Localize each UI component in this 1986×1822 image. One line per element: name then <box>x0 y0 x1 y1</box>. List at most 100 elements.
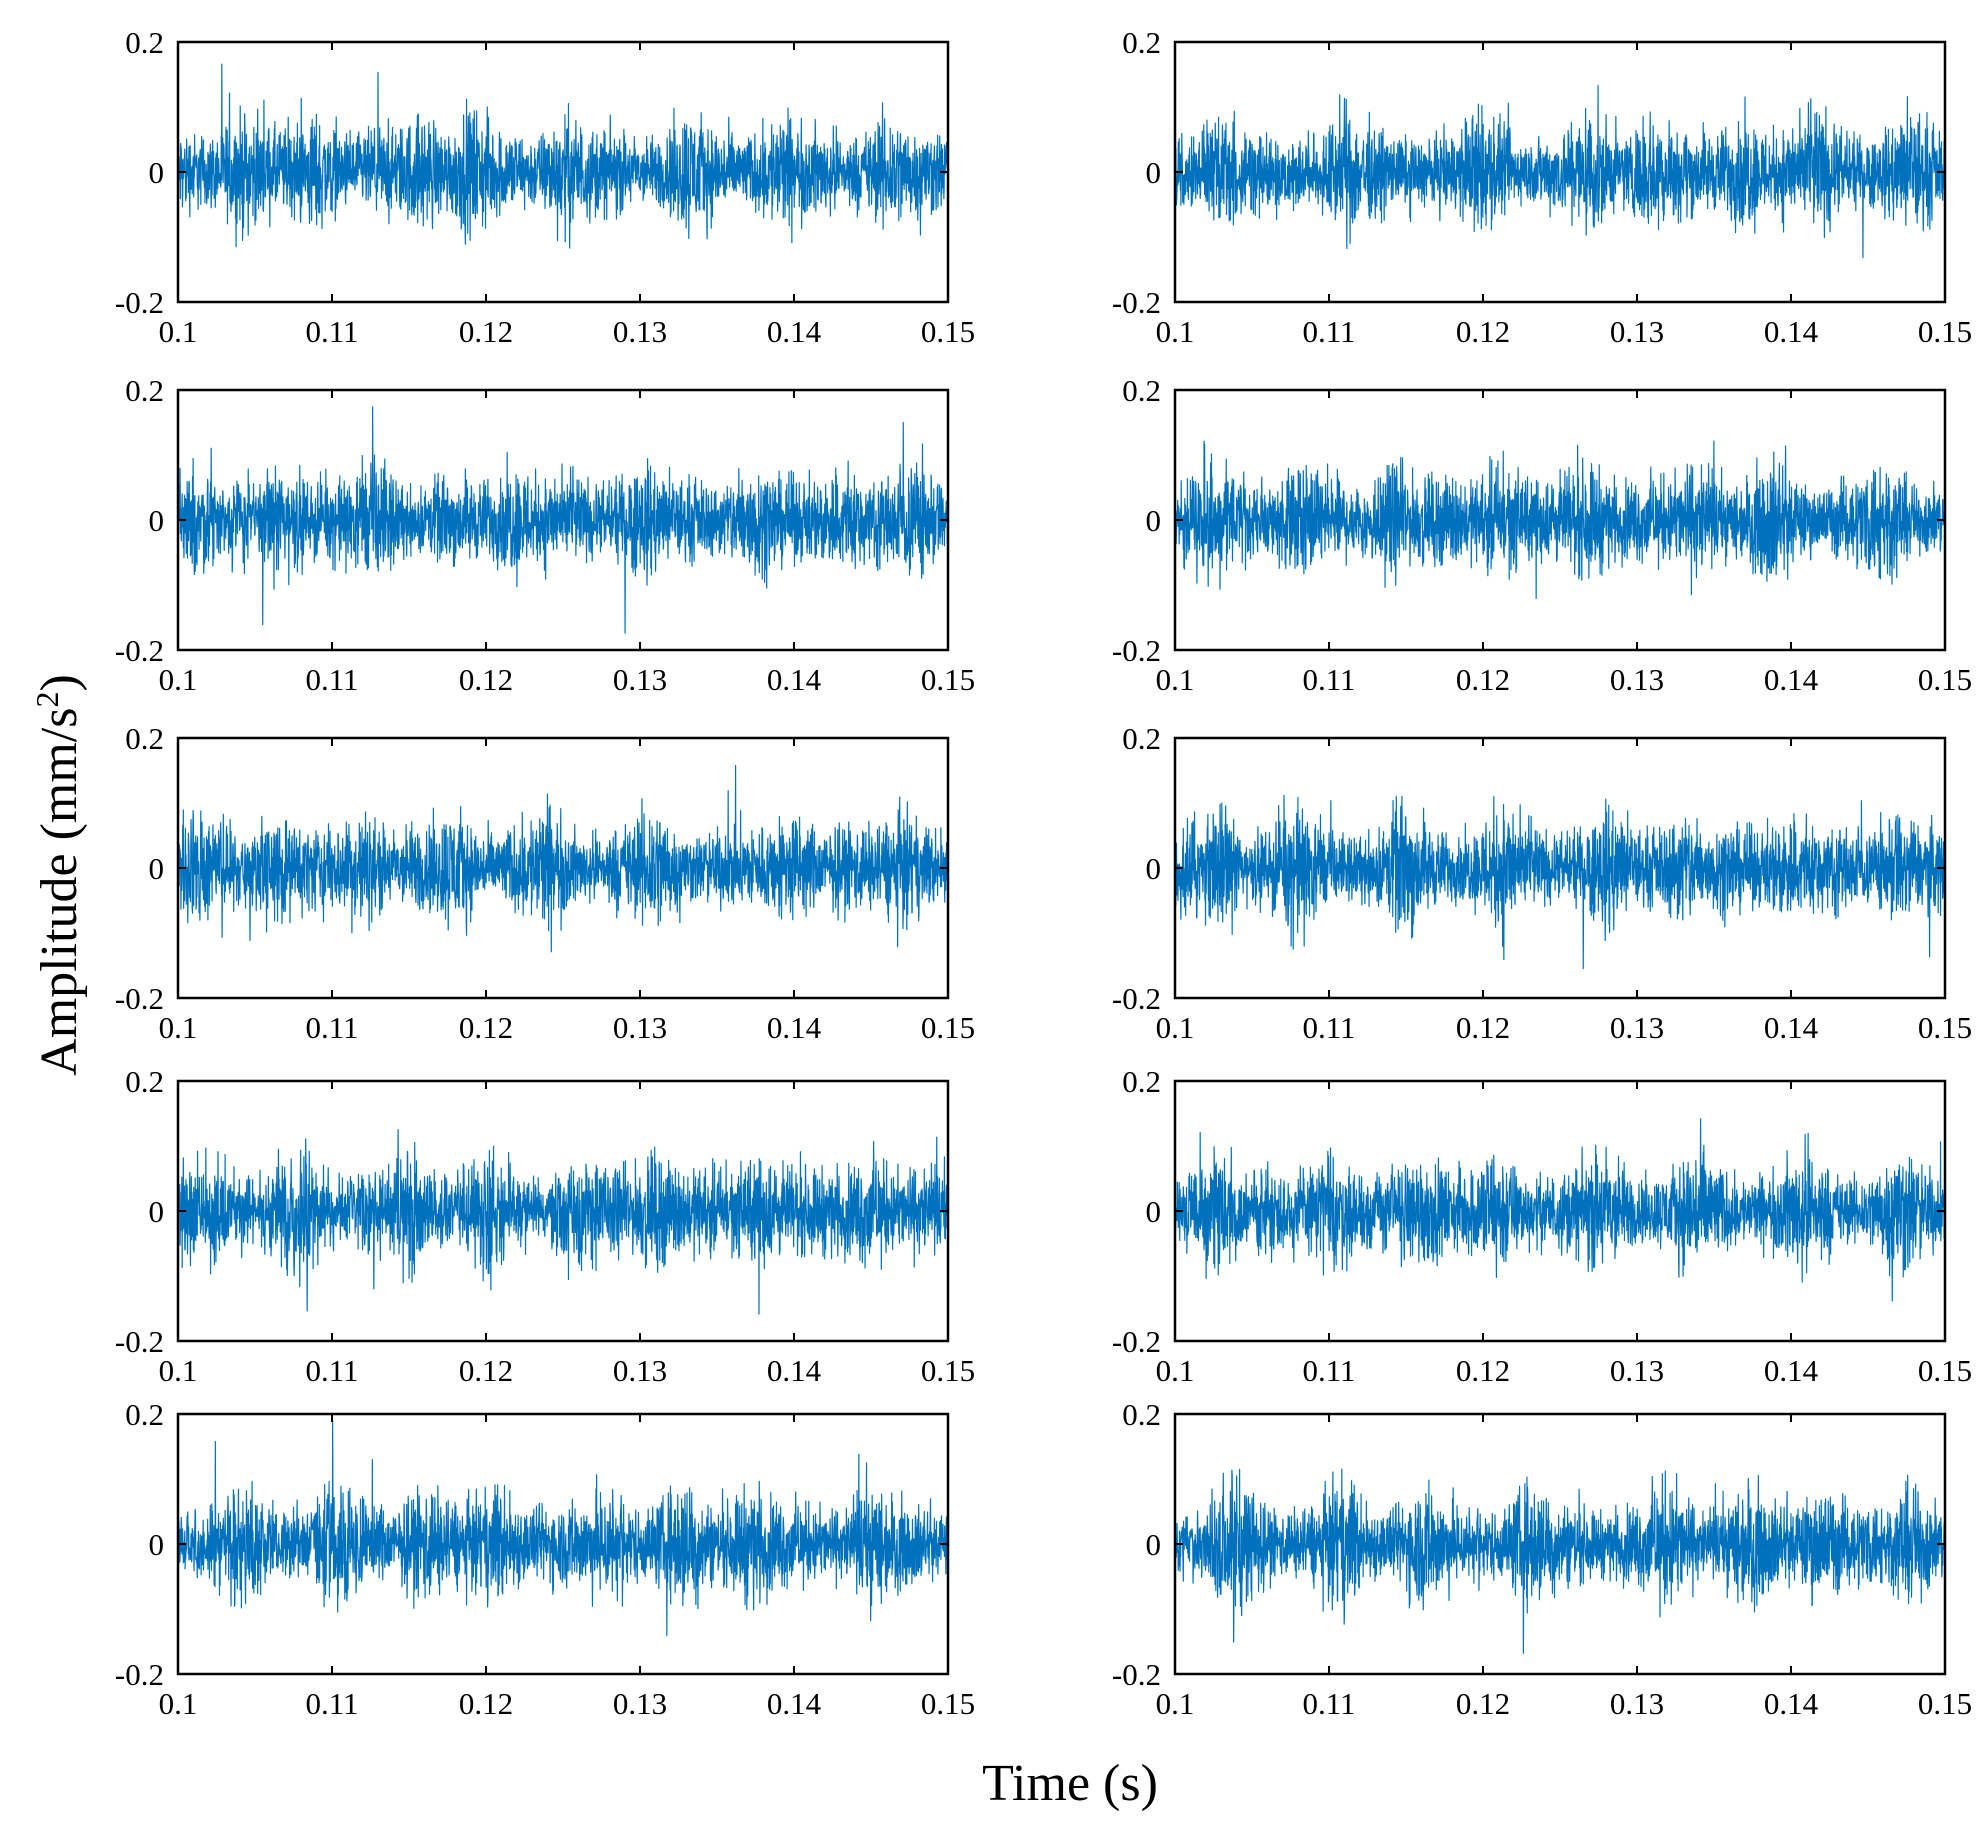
y-tick-label: 0.2 <box>1122 1064 1161 1099</box>
subplot-10: 0.1 0.11 0.12 0.13 0.14 0.15 0.2 0 -0.2 <box>1112 1397 1972 1721</box>
x-tick-label: 0.14 <box>767 1686 822 1721</box>
x-tick-label: 0.11 <box>305 662 358 697</box>
y-tick-label: 0.2 <box>1122 721 1161 756</box>
x-tick-label: 0.15 <box>1918 1686 1972 1721</box>
y-tick-label: 0.2 <box>125 373 164 408</box>
y-tick-label: 0.2 <box>125 1397 164 1432</box>
x-tick-label: 0.12 <box>1456 1686 1510 1721</box>
y-tick-label: -0.2 <box>115 1657 164 1692</box>
x-tick-label: 0.1 <box>1156 1686 1195 1721</box>
y-tick-label: -0.2 <box>1112 1324 1161 1359</box>
y-tick-label: -0.2 <box>1112 1657 1161 1692</box>
x-tick-label: 0.11 <box>1302 662 1355 697</box>
x-tick-label: 0.1 <box>159 1686 198 1721</box>
x-tick-label: 0.13 <box>1610 314 1664 349</box>
y-tick-label: 0 <box>149 155 165 190</box>
x-tick-label: 0.12 <box>459 314 513 349</box>
x-tick-label: 0.15 <box>921 314 975 349</box>
x-tick-label: 0.12 <box>1456 1010 1510 1045</box>
x-tick-label: 0.12 <box>459 662 513 697</box>
y-tick-label: -0.2 <box>1112 981 1161 1016</box>
x-tick-label: 0.15 <box>1918 1010 1972 1045</box>
subplot-grid: 0.1 0.11 0.12 0.13 0.14 0.150.20-0.20.1 0.11 0.… <box>115 25 1972 1721</box>
x-tick-label: 0.15 <box>1918 662 1972 697</box>
y-axis-title-close: ) <box>31 674 88 691</box>
subplot-6: 0.1 0.11 0.12 0.13 0.14 0.15 0.2 0 -0.2 <box>1112 721 1972 1045</box>
x-tick-label: 0.13 <box>613 1010 667 1045</box>
x-tick-label: 0.11 <box>1302 1353 1355 1388</box>
x-tick-label: 0.1 <box>1156 1353 1195 1388</box>
x-tick-label: 0.12 <box>1456 314 1510 349</box>
signal-series-5 <box>177 764 949 953</box>
subplot-1: 0.1 0.11 0.12 0.13 0.14 0.15 0.2 0 -0.2 <box>115 25 975 349</box>
x-tick-label: 0.14 <box>767 662 822 697</box>
x-tick-label: 0.13 <box>1610 662 1664 697</box>
y-tick-label: 0 <box>1146 155 1162 190</box>
subplot-3: 0.1 0.11 0.12 0.13 0.14 0.15 0.2 0 -0.2 <box>115 373 975 697</box>
y-tick-label: -0.2 <box>115 633 164 668</box>
x-tick-label: 0.12 <box>459 1353 513 1388</box>
y-axis-title-text: Amplitude (mm/s <box>31 708 88 1076</box>
y-tick-label: 0 <box>149 851 165 886</box>
y-tick-label: 0 <box>149 1194 165 1229</box>
x-tick-label: 0.14 <box>1764 1010 1819 1045</box>
subplot-4: 0.1 0.11 0.12 0.13 0.14 0.15 0.2 0 -0.2 <box>1112 373 1972 697</box>
x-tick-label: 0.1 <box>1156 662 1195 697</box>
x-tick-label: 0.13 <box>1610 1010 1664 1045</box>
x-tick-label: 0.14 <box>1764 314 1819 349</box>
signal-series-6 <box>1174 794 1946 970</box>
subplot-9: 0.1 0.11 0.12 0.13 0.14 0.15 0.2 0 -0.2 <box>115 1397 975 1721</box>
signal-series-7 <box>177 1128 949 1315</box>
subplot-8: 0.1 0.11 0.12 0.13 0.14 0.15 0.2 0 -0.2 <box>1112 1064 1972 1388</box>
x-tick-label: 0.13 <box>1610 1686 1664 1721</box>
y-tick-label: 0 <box>1146 1194 1162 1229</box>
y-tick-label: -0.2 <box>115 981 164 1016</box>
y-axis-title: Amplitude (mm/s2) <box>29 674 88 1076</box>
x-tick-label: 0.15 <box>1918 314 1972 349</box>
x-tick-label: 0.11 <box>1302 1010 1355 1045</box>
y-tick-label: 0 <box>1146 851 1162 886</box>
y-tick-label: 0.2 <box>125 1064 164 1099</box>
y-tick-label: 0 <box>1146 1527 1162 1562</box>
x-tick-label: 0.15 <box>921 1010 975 1045</box>
y-tick-label: -0.2 <box>1112 285 1161 320</box>
x-tick-label: 0.14 <box>1764 662 1819 697</box>
x-tick-label: 0.12 <box>1456 662 1510 697</box>
x-tick-label: 0.11 <box>1302 314 1355 349</box>
signal-series-4 <box>1174 440 1946 599</box>
x-tick-label: 0.1 <box>159 1353 198 1388</box>
y-tick-label: -0.2 <box>1112 633 1161 668</box>
signal-series-3 <box>177 406 949 634</box>
x-tick-label: 0.14 <box>767 1353 822 1388</box>
x-tick-label: 0.14 <box>767 1010 822 1045</box>
y-tick-label: 0.2 <box>125 25 164 60</box>
y-tick-label: -0.2 <box>115 285 164 320</box>
signal-series-9 <box>177 1419 949 1637</box>
x-tick-label: 0.11 <box>1302 1686 1355 1721</box>
x-tick-label: 0.15 <box>921 1353 975 1388</box>
x-tick-label: 0.13 <box>613 314 667 349</box>
x-tick-label: 0.15 <box>921 1686 975 1721</box>
x-tick-label: 0.13 <box>613 1353 667 1388</box>
x-tick-label: 0.14 <box>1764 1686 1819 1721</box>
x-tick-label: 0.11 <box>305 1010 358 1045</box>
signal-series-8 <box>1174 1118 1946 1302</box>
x-tick-label: 0.1 <box>159 662 198 697</box>
x-tick-label: 0.13 <box>613 1686 667 1721</box>
x-tick-label: 0.13 <box>1610 1353 1664 1388</box>
subplot-7: 0.1 0.11 0.12 0.13 0.14 0.15 0.2 0 -0.2 <box>115 1064 975 1388</box>
x-tick-label: 0.15 <box>1918 1353 1972 1388</box>
x-tick-label: 0.11 <box>305 1353 358 1388</box>
x-axis-title: Time (s) <box>982 1755 1158 1812</box>
y-tick-label: 0 <box>149 1527 165 1562</box>
signal-series-2 <box>1174 84 1946 259</box>
x-tick-label: 0.1 <box>1156 314 1195 349</box>
x-tick-label: 0.12 <box>459 1010 513 1045</box>
x-tick-label: 0.13 <box>613 662 667 697</box>
x-tick-label: 0.11 <box>305 1686 358 1721</box>
x-tick-label: 0.15 <box>921 662 975 697</box>
y-tick-label: 0 <box>1146 503 1162 538</box>
y-axis-title-superscript: 2 <box>29 692 65 708</box>
x-tick-label: 0.1 <box>159 1010 198 1045</box>
